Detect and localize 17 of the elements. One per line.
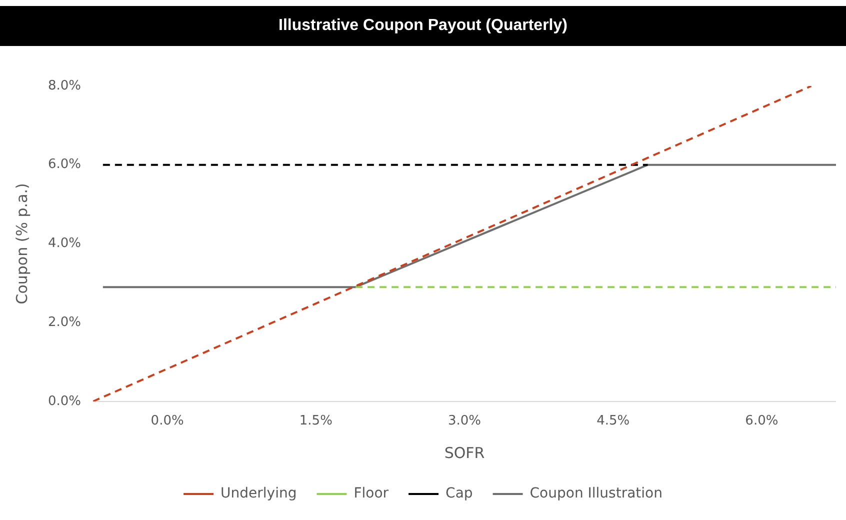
legend-label: Cap (446, 486, 473, 502)
x-tick-label: 4.5% (596, 414, 630, 429)
y-axis-title: Coupon (% p.a.) (12, 183, 31, 304)
x-tick-label: 0.0% (150, 414, 184, 429)
x-tick-label: 1.5% (299, 414, 332, 429)
chart-title: Illustrative Coupon Payout (Quarterly) (0, 6, 846, 46)
y-tick-label: 6.0% (48, 157, 82, 172)
x-tick-label: 6.0% (745, 414, 778, 429)
y-tick-label: 2.0% (48, 314, 82, 330)
legend-label: Underlying (220, 486, 297, 502)
x-tick-label: 3.0% (448, 414, 482, 429)
y-tick-label: 8.0% (48, 78, 82, 94)
legend-label: Coupon Illustration (530, 486, 662, 502)
x-axis-title: SOFR (444, 444, 485, 462)
y-tick-label: 0.0% (48, 394, 82, 409)
legend-label: Floor (354, 486, 389, 502)
y-tick-label: 4.0% (48, 236, 82, 252)
